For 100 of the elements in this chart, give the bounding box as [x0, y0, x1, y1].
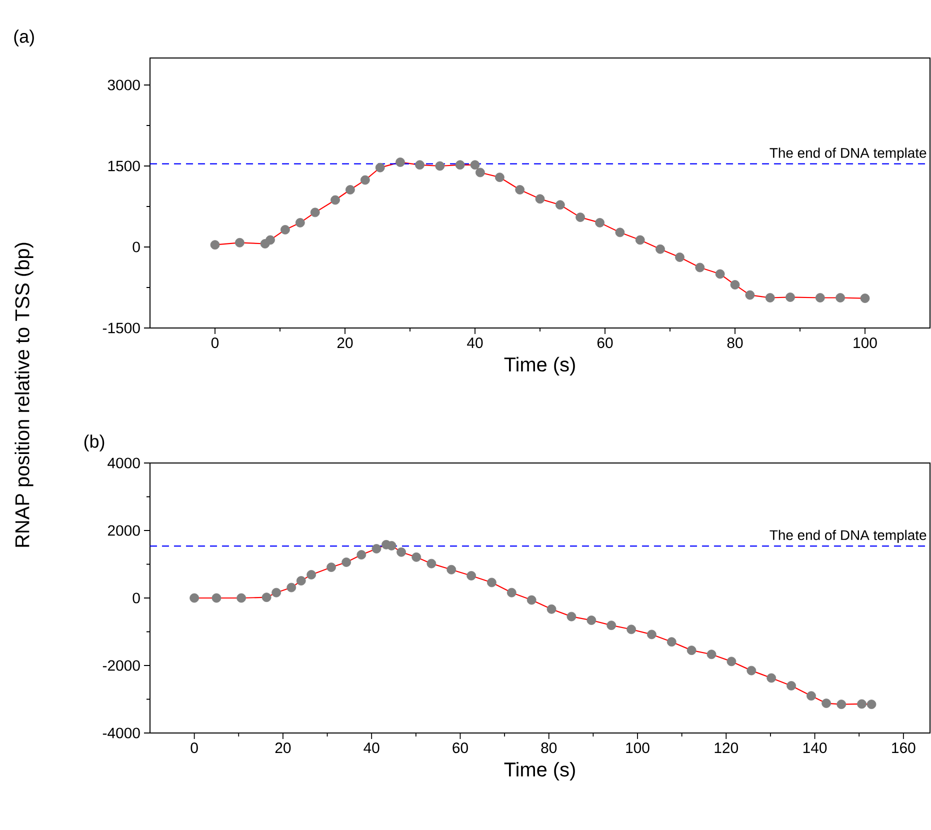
x-tick-label: 20 — [275, 742, 291, 754]
x-tick-label: 100 — [854, 338, 877, 348]
point — [266, 235, 275, 245]
point — [360, 175, 370, 185]
point — [766, 673, 776, 683]
point — [726, 656, 736, 666]
point — [765, 293, 775, 302]
point — [426, 558, 436, 568]
point — [746, 666, 756, 676]
x-tick-label: 60 — [597, 338, 613, 348]
point — [212, 593, 222, 603]
point — [822, 698, 832, 708]
point — [435, 161, 445, 171]
x-tick-label: 0 — [211, 338, 219, 348]
point — [470, 160, 480, 170]
y-tick-label: 0 — [132, 242, 140, 252]
point — [626, 624, 636, 634]
point — [310, 208, 320, 218]
ref-line-label: The end of DNA template — [770, 530, 926, 543]
point — [730, 280, 740, 290]
x-tick-label: 120 — [714, 742, 738, 754]
point — [586, 616, 596, 625]
x-tick-label: 80 — [727, 338, 743, 348]
y-tick-label: 0 — [132, 592, 140, 604]
point — [666, 637, 676, 647]
point — [342, 558, 352, 567]
y-tick-label: -1500 — [102, 322, 140, 334]
point — [515, 185, 525, 194]
point — [476, 168, 485, 178]
point — [346, 185, 355, 194]
point — [330, 195, 340, 205]
point — [635, 235, 645, 245]
point — [412, 552, 422, 562]
point — [595, 218, 605, 228]
point — [656, 244, 665, 254]
point — [306, 570, 316, 580]
point — [745, 290, 755, 300]
point — [372, 544, 382, 554]
point — [262, 592, 272, 602]
point — [786, 292, 795, 302]
point — [235, 238, 244, 248]
point — [396, 158, 405, 167]
point — [487, 578, 496, 588]
point — [836, 700, 846, 710]
point — [815, 293, 825, 302]
point — [576, 212, 586, 222]
point — [786, 681, 796, 690]
chart-title: (b) — [84, 434, 104, 452]
point — [606, 620, 616, 630]
point — [295, 218, 305, 228]
point — [190, 593, 200, 603]
x-tick-label: 40 — [467, 338, 483, 348]
point — [415, 160, 424, 170]
point — [280, 225, 290, 234]
x-tick-label: 40 — [364, 742, 380, 754]
point — [526, 595, 536, 605]
y-tick-label: -2000 — [102, 660, 140, 671]
x-tick-label: 20 — [337, 338, 353, 348]
y-tick-label: 4000 — [108, 458, 140, 468]
point — [555, 200, 565, 210]
point — [860, 294, 870, 303]
y-tick-label: 1500 — [108, 160, 140, 172]
point — [615, 228, 625, 238]
point — [546, 604, 556, 614]
x-tick-label: 160 — [892, 742, 916, 754]
point — [715, 269, 725, 279]
x-tick-label: 140 — [803, 742, 827, 754]
y-tick-label: -4000 — [102, 728, 140, 738]
y-tick-label: 3000 — [108, 80, 140, 90]
point — [356, 550, 366, 560]
point — [836, 293, 846, 302]
point — [706, 650, 716, 660]
x-tick-label: 80 — [541, 742, 557, 754]
point — [296, 576, 306, 586]
point — [686, 646, 696, 656]
point — [857, 699, 866, 709]
x-tick-label: 0 — [190, 742, 198, 754]
point — [806, 691, 816, 701]
point — [286, 582, 296, 592]
point — [566, 612, 576, 622]
point — [675, 252, 684, 262]
y-tick-label: 2000 — [108, 525, 140, 536]
point — [866, 700, 876, 710]
point — [272, 588, 282, 598]
point — [495, 172, 504, 182]
x-tick-label: 100 — [626, 742, 650, 754]
x-axis-title: Time (s) — [504, 356, 575, 376]
x-axis-title: Time (s) — [504, 762, 575, 781]
point — [466, 571, 476, 580]
point — [386, 540, 396, 550]
point — [375, 162, 385, 172]
point — [455, 160, 465, 170]
point — [326, 562, 336, 572]
point — [695, 262, 705, 272]
point — [646, 630, 656, 640]
y-axis-title: RNAP position relative to TSS (bp) — [14, 242, 34, 547]
chart-title: (a) — [14, 30, 34, 46]
x-tick-label: 60 — [452, 742, 468, 754]
point — [210, 240, 220, 250]
point — [396, 547, 406, 557]
